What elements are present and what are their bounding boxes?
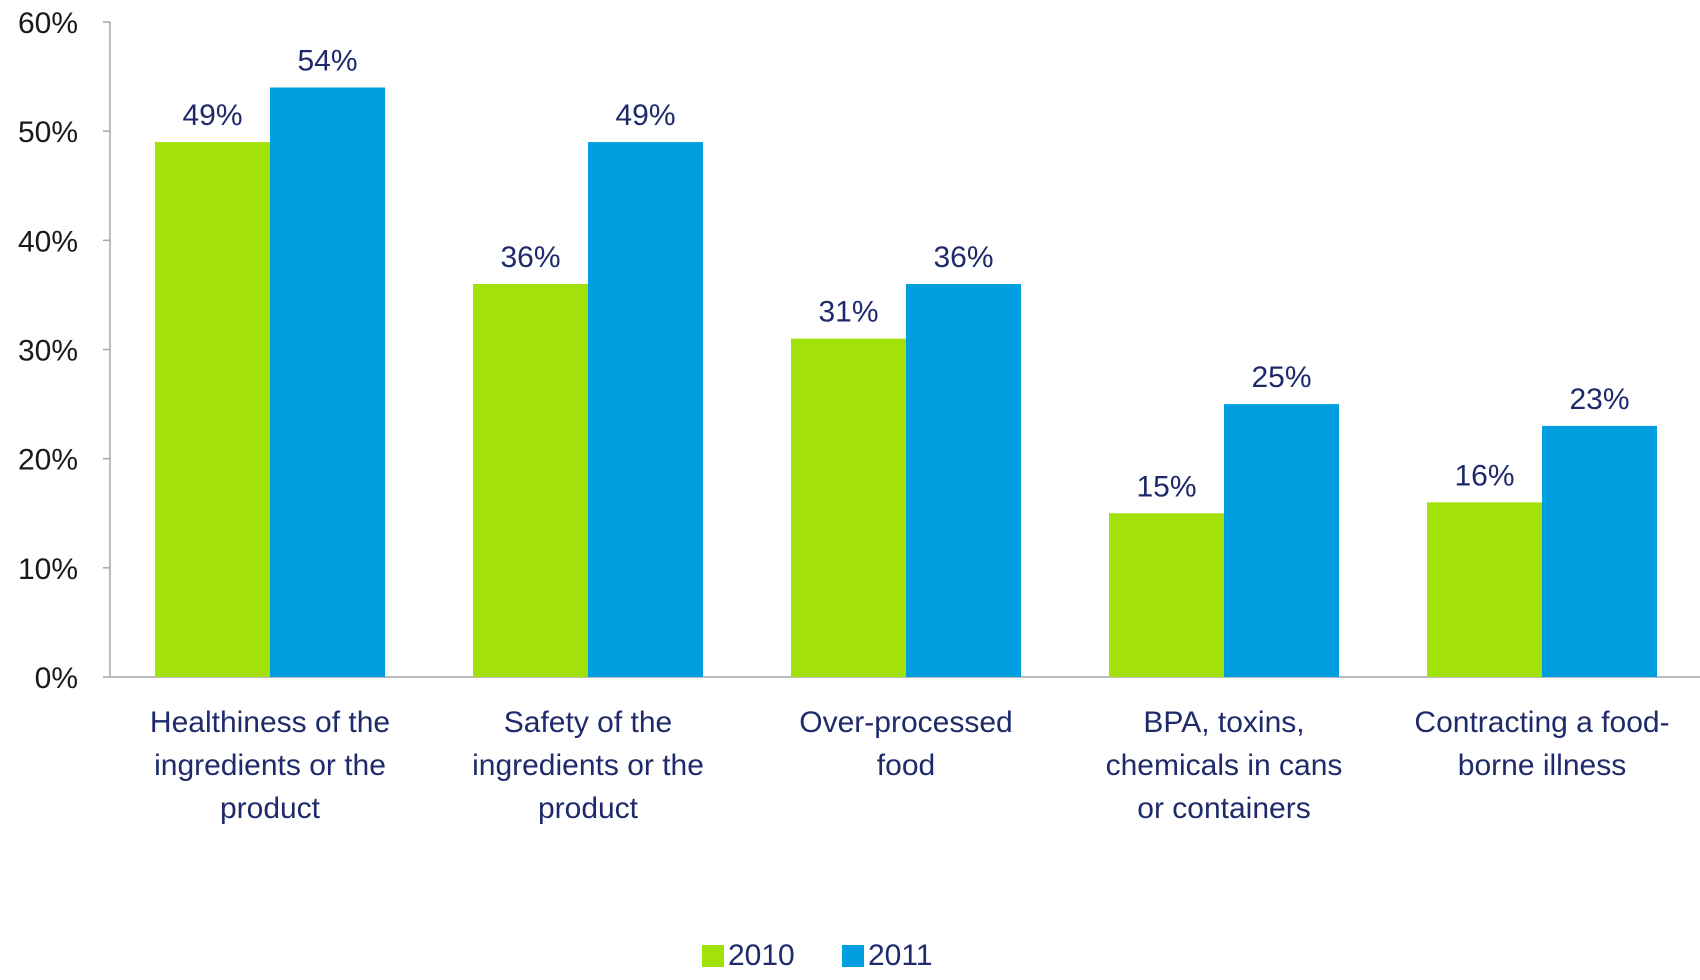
bar-2010-4 xyxy=(1427,502,1542,677)
y-tick-label: 40% xyxy=(18,225,78,258)
bar-2011-2 xyxy=(906,284,1021,677)
legend-swatch-2010 xyxy=(702,945,724,967)
legend-label-2010: 2010 xyxy=(728,939,795,972)
bar-2010-3 xyxy=(1109,513,1224,677)
bar-2010-1 xyxy=(473,284,588,677)
legend-swatch-2011 xyxy=(842,945,864,967)
data-label-2010-2: 31% xyxy=(818,296,878,329)
y-axis-ticks: 0% 10% 20% 30% 40% 50% 60% xyxy=(18,7,110,695)
bar-2011-4 xyxy=(1542,425,1657,677)
data-label-2011-3: 25% xyxy=(1251,361,1311,394)
legend-label-2011: 2011 xyxy=(868,939,933,972)
y-tick-label: 30% xyxy=(18,335,78,368)
category-label-2: Over-processed food xyxy=(799,706,1012,782)
x-axis-category-labels: Healthiness of the ingredients or the prod… xyxy=(150,706,1670,825)
y-tick-label: 10% xyxy=(18,553,78,586)
bar-2011-0 xyxy=(270,87,385,677)
data-label-2010-4: 16% xyxy=(1454,459,1514,492)
data-label-2010-1: 36% xyxy=(500,241,560,274)
category-label-4: Contracting a food-borne illness xyxy=(1414,706,1669,782)
bar-2011-1 xyxy=(588,142,703,678)
data-label-2011-2: 36% xyxy=(933,241,993,274)
data-label-2011-1: 49% xyxy=(615,99,675,132)
y-tick-label: 0% xyxy=(35,662,78,695)
bar-2011-3 xyxy=(1224,404,1339,677)
data-label-2011-0: 54% xyxy=(297,45,357,78)
y-tick-label: 60% xyxy=(18,7,78,40)
bar-2010-2 xyxy=(791,338,906,677)
category-label-1: Safety of the ingredients or the product xyxy=(472,706,704,825)
data-label-2010-3: 15% xyxy=(1136,470,1196,503)
chart-bars xyxy=(155,87,1657,678)
bar-2010-0 xyxy=(155,142,270,678)
category-label-3: BPA, toxins, chemicals in cans or containe… xyxy=(1106,706,1343,825)
data-label-2010-0: 49% xyxy=(182,99,242,132)
data-label-2011-4: 23% xyxy=(1569,383,1629,416)
data-labels: 49% 36% 31% 15% 16% 54% 49% 36% 25% 23% xyxy=(182,45,1629,504)
y-tick-label: 20% xyxy=(18,444,78,477)
y-tick-label: 50% xyxy=(18,116,78,149)
category-label-0: Healthiness of the ingredients or the prod… xyxy=(150,706,390,825)
chart-legend: 2010 2011 xyxy=(702,939,933,972)
